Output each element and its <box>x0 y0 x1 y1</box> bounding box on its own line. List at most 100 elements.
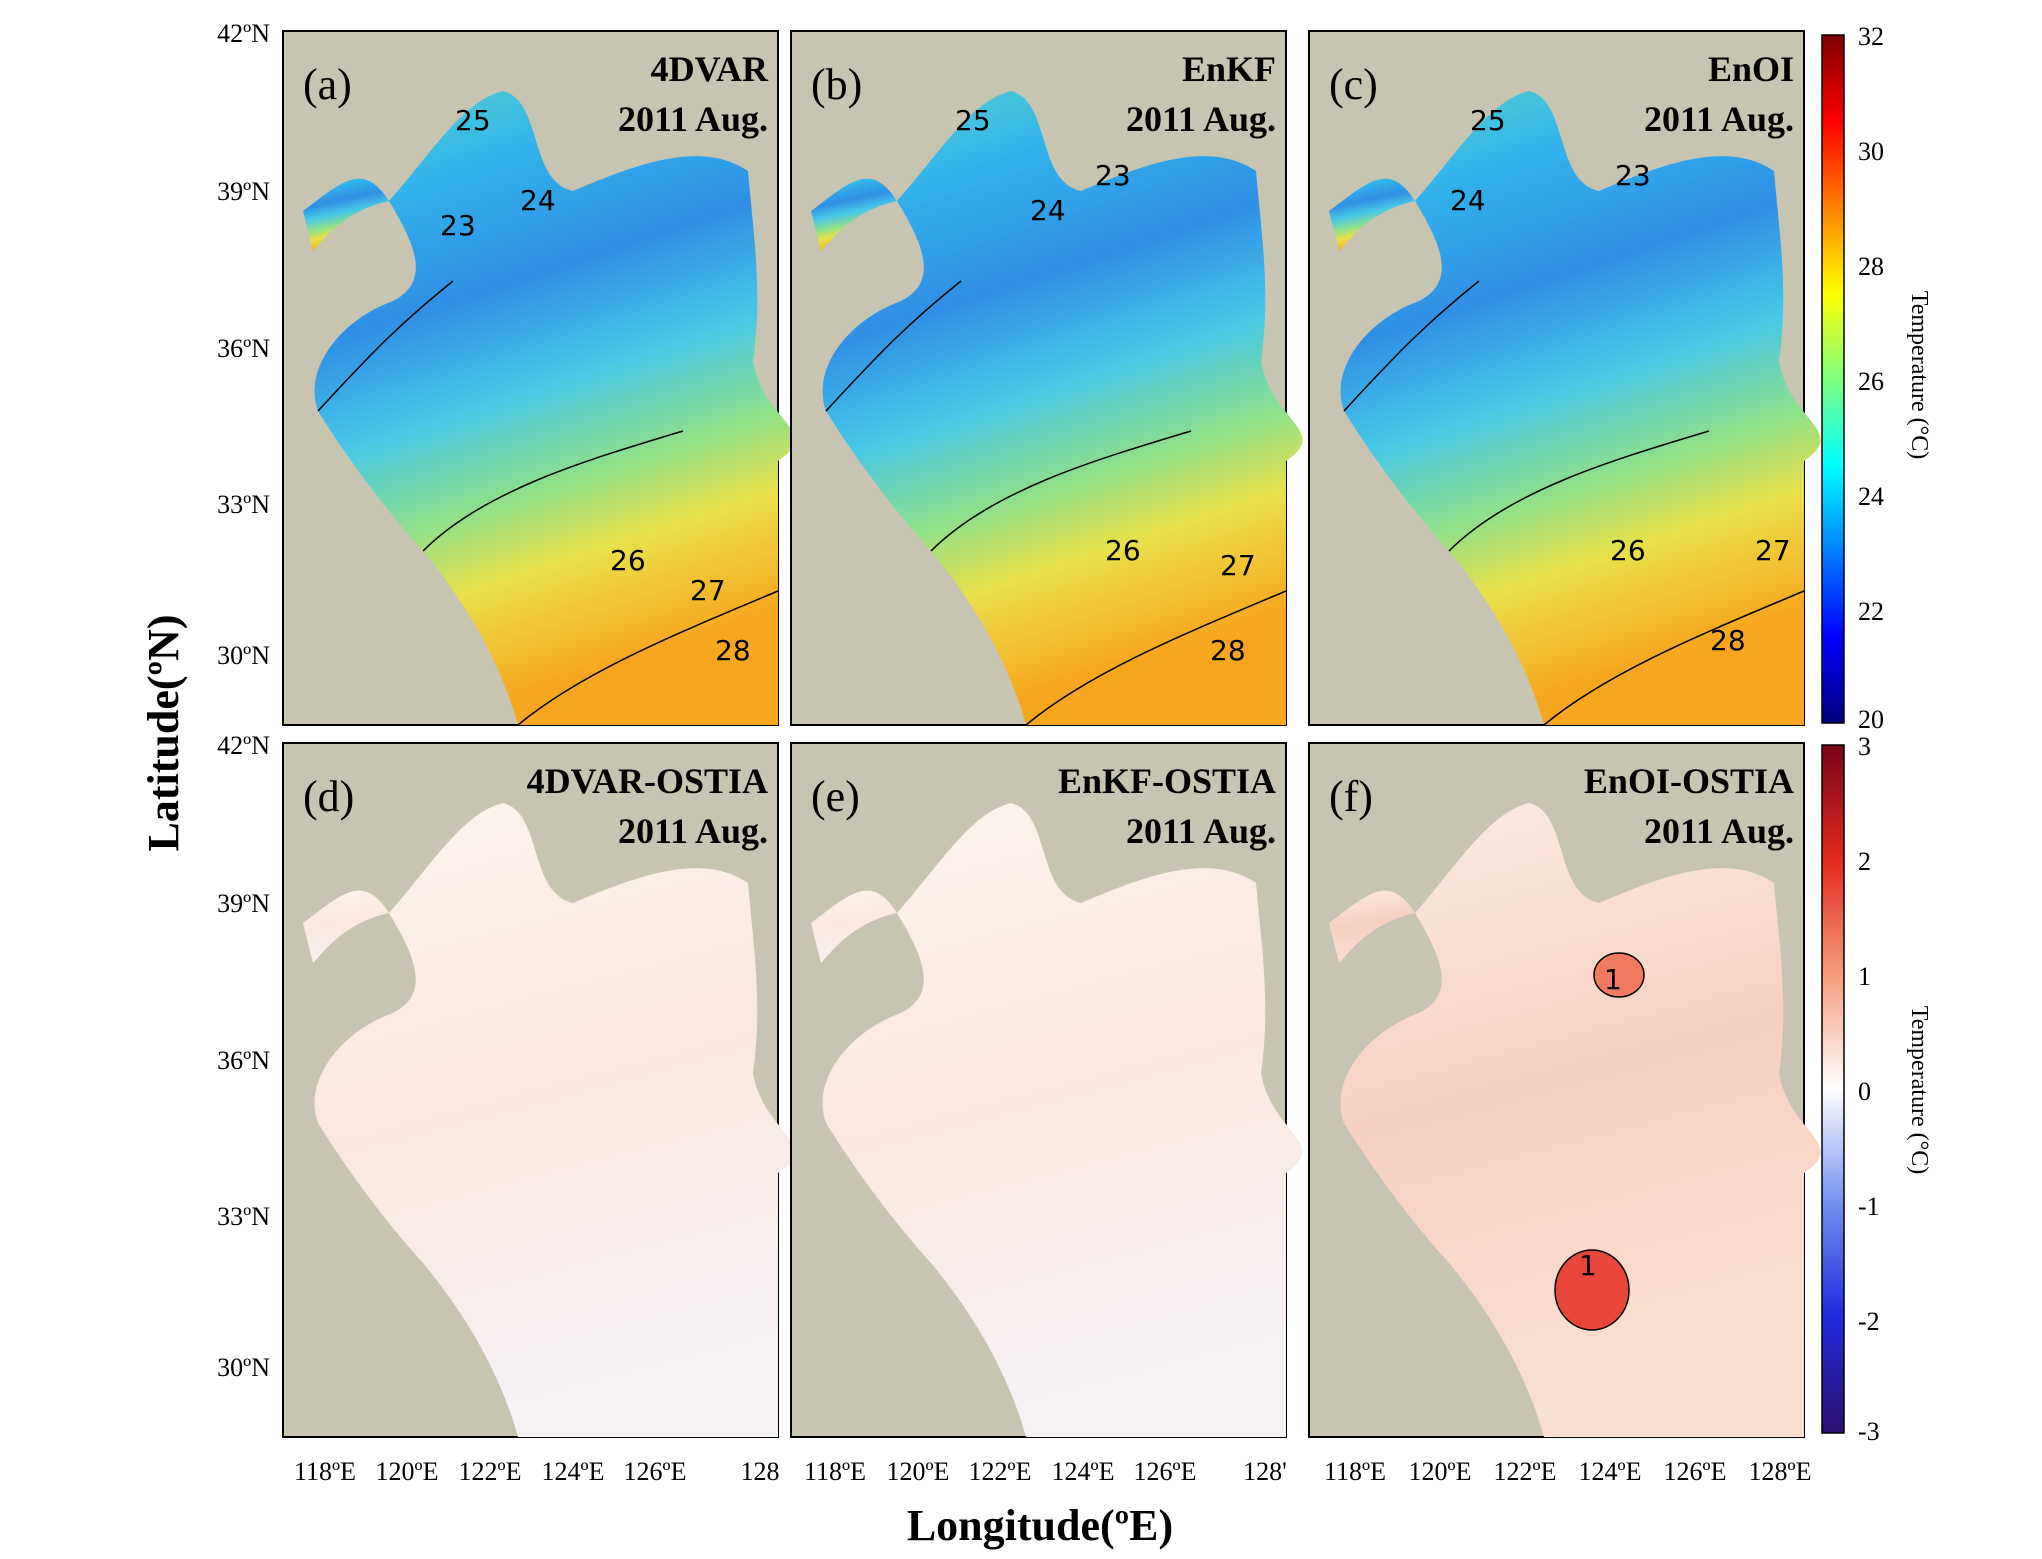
panel-f: 1 1 (f) EnOI-OSTIA 2011 Aug. <box>1308 742 1821 1438</box>
contour-label: 1 <box>1604 963 1622 996</box>
colorbar-tick: 24 <box>1858 482 1884 511</box>
lon-tick-label: 128 <box>741 1457 780 1486</box>
sea-surface <box>314 803 795 1437</box>
panel-a: (a) 4DVAR 2011 Aug. <box>282 30 795 726</box>
colorbar-tick: 26 <box>1858 367 1884 396</box>
contour-lines <box>825 280 1287 726</box>
contour-label: 25 <box>955 104 991 137</box>
lon-ticks-c: 118ºE 120ºE 122ºE 124ºE 126ºE 128ºE <box>1324 1457 1811 1486</box>
contour-label: 27 <box>690 574 726 607</box>
colorbar-title: Temperature (°C) <box>1906 291 1932 460</box>
lon-tick-label: 118ºE <box>804 1457 866 1486</box>
lon-tick-label: 126ºE <box>1134 1457 1197 1486</box>
colorbar-tick: 30 <box>1858 137 1884 166</box>
contour-label: 23 <box>1615 159 1651 192</box>
panel-date: 2011 Aug. <box>618 811 768 851</box>
sea-surface <box>822 803 1303 1437</box>
contour-label: 23 <box>440 209 476 242</box>
lat-tick-label: 39ºN <box>217 177 270 206</box>
lat-ticks-top: 42ºN 39ºN 36ºN 33ºN 30ºN <box>217 19 270 670</box>
lon-tick-label: 126ºE <box>1664 1457 1727 1486</box>
colorbar-tick: -1 <box>1858 1192 1880 1221</box>
panel-date: 2011 Aug. <box>1644 811 1794 851</box>
panel-method: EnOI <box>1708 49 1794 89</box>
colorbar-tick: 22 <box>1858 597 1884 626</box>
contour-label: 28 <box>715 634 751 667</box>
colorbar-gradient <box>1821 34 1845 724</box>
lon-tick-label: 126ºE <box>624 1457 687 1486</box>
panel-method: EnOI-OSTIA <box>1584 761 1794 801</box>
contour-label: 28 <box>1710 624 1746 657</box>
bohai-bay <box>1329 178 1415 251</box>
panel-method: 4DVAR <box>651 49 769 89</box>
colorbar-temperature: 32 30 28 26 24 22 20 Temperature (°C) <box>1821 22 1932 734</box>
lon-tick-label: 120ºE <box>1409 1457 1472 1486</box>
contour-labels-top: 25 23 24 26 27 28 25 23 24 26 27 28 25 2… <box>440 104 1791 667</box>
panel-method: EnKF-OSTIA <box>1058 761 1276 801</box>
contour-label: 24 <box>1450 184 1486 217</box>
lon-tick-label: 128' <box>1243 1457 1287 1486</box>
lon-tick-label: 120ºE <box>376 1457 439 1486</box>
panel-e: (e) EnKF-OSTIA 2011 Aug. <box>790 742 1303 1438</box>
lat-tick-label: 36ºN <box>217 334 270 363</box>
panel-date: 2011 Aug. <box>1644 99 1794 139</box>
colorbar-tick: 3 <box>1858 732 1871 761</box>
lon-tick-label: 122ºE <box>969 1457 1032 1486</box>
bohai-bay <box>811 890 897 963</box>
lon-tick-label: 118ºE <box>294 1457 356 1486</box>
lon-tick-label: 122ºE <box>459 1457 522 1486</box>
contour-lines <box>1343 280 1805 726</box>
contour-label: 26 <box>1610 534 1646 567</box>
panel-b: (b) EnKF 2011 Aug. <box>790 30 1303 726</box>
lon-tick-label: 120ºE <box>887 1457 950 1486</box>
bohai-bay <box>303 890 389 963</box>
lon-tick-label: 124ºE <box>542 1457 605 1486</box>
contour-label: 26 <box>610 544 646 577</box>
bohai-bay <box>811 178 897 251</box>
sea-surface <box>1340 803 1821 1437</box>
x-axis-title: Longitude(ºE) <box>907 1501 1173 1550</box>
colorbar-tick: 2 <box>1858 847 1871 876</box>
colorbar-tick: -2 <box>1858 1307 1880 1336</box>
warm-anomaly-contour <box>1554 1249 1630 1331</box>
contour-label: 25 <box>455 104 491 137</box>
colorbar-tick: 28 <box>1858 252 1884 281</box>
contour-label: 24 <box>520 184 556 217</box>
colorbar-gradient <box>1821 744 1845 1434</box>
bohai-bay <box>1329 890 1415 963</box>
lat-tick-label: 33ºN <box>217 490 270 519</box>
panel-label: (e) <box>811 772 860 821</box>
panel-label: (b) <box>811 60 862 109</box>
lat-tick-label: 30ºN <box>217 1353 270 1382</box>
colorbar-tick: -3 <box>1858 1417 1880 1446</box>
panel-c: (c) EnOI 2011 Aug. <box>1308 30 1821 726</box>
contour-label: 28 <box>1210 634 1246 667</box>
colorbar-tick: 32 <box>1858 22 1884 51</box>
panel-label: (a) <box>303 60 352 109</box>
panel-date: 2011 Aug. <box>1126 811 1276 851</box>
lon-ticks-a: 118ºE 120ºE 122ºE 124ºE 126ºE 128 <box>294 1457 779 1486</box>
lat-ticks-bottom: 42ºN 39ºN 36ºN 33ºN 30ºN <box>217 731 270 1382</box>
contour-label: 24 <box>1030 194 1066 227</box>
colorbar-tick: 20 <box>1858 705 1884 734</box>
sea-surface <box>314 91 795 725</box>
contour-label: 25 <box>1470 104 1506 137</box>
lon-tick-label: 128ºE <box>1749 1457 1812 1486</box>
lat-tick-label: 33ºN <box>217 1202 270 1231</box>
panel-date: 2011 Aug. <box>1126 99 1276 139</box>
panel-date: 2011 Aug. <box>618 99 768 139</box>
panel-d: (d) 4DVAR-OSTIA 2011 Aug. <box>282 742 795 1438</box>
y-axis-title: Latitude(ºN) <box>139 615 188 852</box>
warm-anomaly-contour <box>1593 952 1645 998</box>
panel-label: (c) <box>1329 60 1378 109</box>
contour-label: 26 <box>1105 534 1141 567</box>
contour-label: 1 <box>1579 1249 1597 1282</box>
lon-tick-label: 122ºE <box>1494 1457 1557 1486</box>
bohai-bay <box>303 178 389 251</box>
colorbar-difference: 3 2 1 0 -1 -2 -3 Temperature (°C) <box>1821 732 1932 1446</box>
colorbar-tick: 0 <box>1858 1077 1871 1106</box>
panel-method: 4DVAR-OSTIA <box>527 761 768 801</box>
lon-tick-label: 118ºE <box>1324 1457 1386 1486</box>
contour-label: 27 <box>1755 534 1791 567</box>
